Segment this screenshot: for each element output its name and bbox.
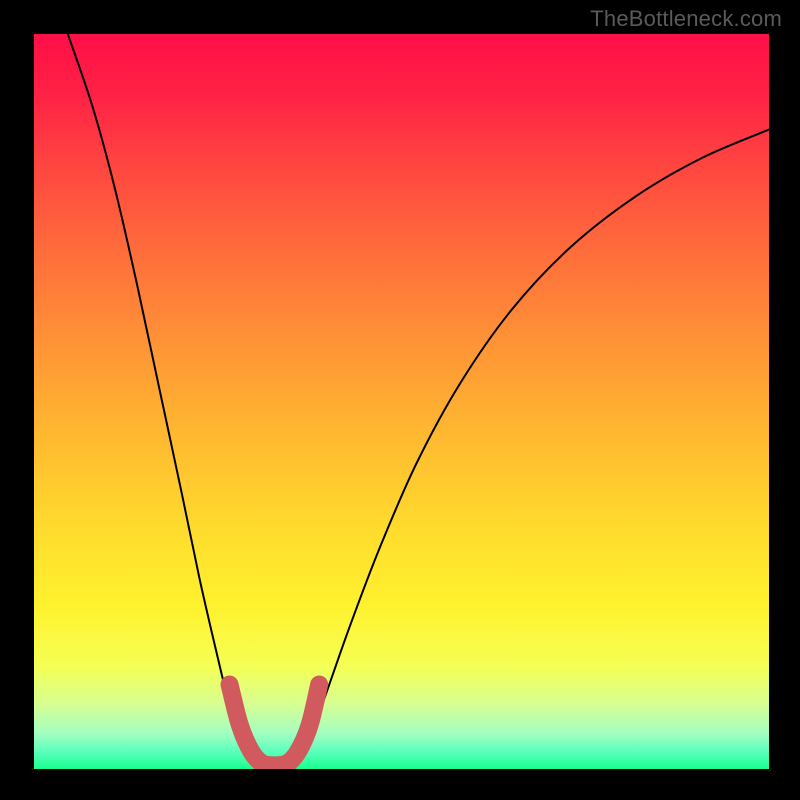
- bottleneck-chart: [34, 34, 769, 769]
- gradient-background: [34, 34, 769, 769]
- chart-outer: TheBottleneck.com: [0, 0, 800, 800]
- watermark-text: TheBottleneck.com: [590, 6, 782, 32]
- plot-area: [34, 34, 769, 769]
